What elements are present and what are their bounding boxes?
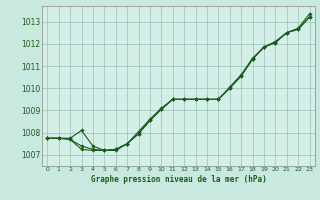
X-axis label: Graphe pression niveau de la mer (hPa): Graphe pression niveau de la mer (hPa) (91, 175, 266, 184)
